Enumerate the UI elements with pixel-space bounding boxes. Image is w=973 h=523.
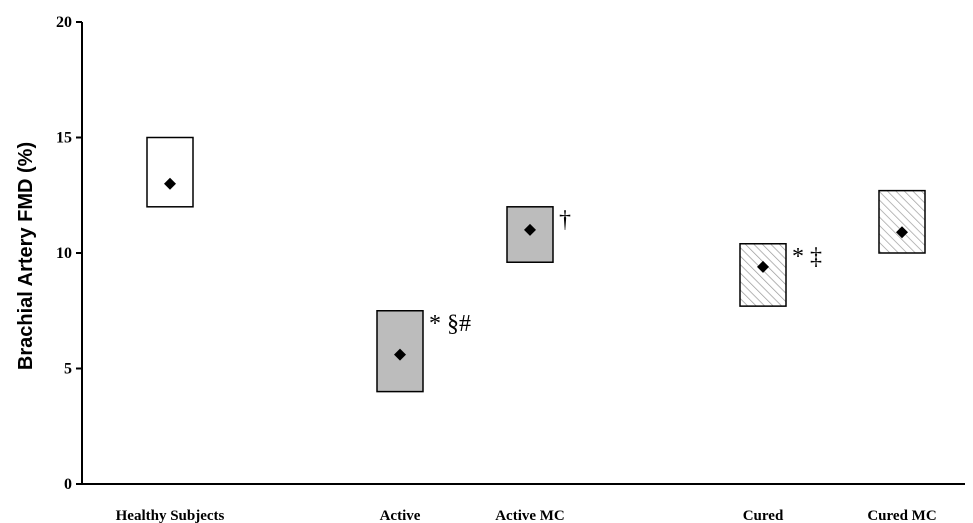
x-category-label: Cured MC — [867, 508, 936, 523]
range-box — [147, 138, 193, 207]
y-ticks: 0 5 10 15 20 — [56, 14, 82, 493]
x-category-label: Active — [380, 508, 421, 523]
significance-label: * §# — [429, 311, 471, 337]
y-tick-label: 15 — [56, 130, 72, 147]
y-tick-label: 0 — [64, 476, 72, 493]
y-tick-label: 20 — [56, 14, 72, 31]
significance-label: * ‡ — [792, 244, 822, 270]
chart-marks: * §# † * ‡ — [147, 138, 925, 392]
x-category-label: Healthy Subjects — [116, 508, 225, 523]
y-axis-label: Brachial Artery FMD (%) — [15, 142, 37, 370]
range-box — [740, 244, 786, 306]
x-category-labels: Healthy Subjects Active Active MC Cured Cure… — [116, 508, 937, 523]
y-tick-label: 10 — [56, 245, 72, 262]
x-category-label: Active MC — [495, 508, 565, 523]
x-category-label: Cured — [743, 508, 784, 523]
significance-label: † — [559, 207, 571, 233]
y-tick-label: 5 — [64, 361, 72, 378]
range-box — [879, 191, 925, 253]
